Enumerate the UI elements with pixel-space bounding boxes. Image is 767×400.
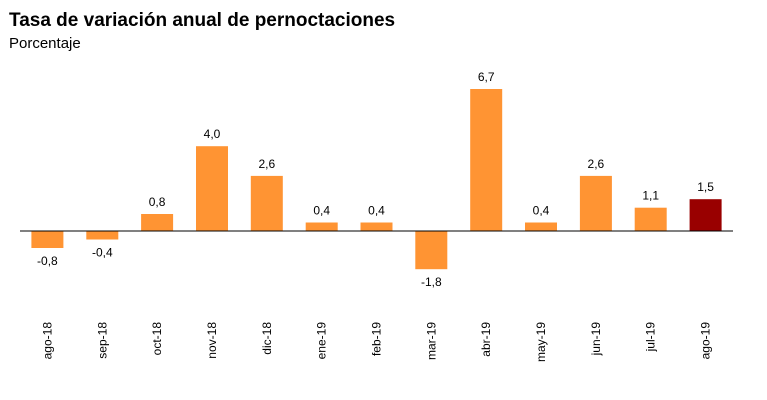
bar-nov-18 [196,146,228,231]
data-label: 6,7 [478,70,495,84]
bar-ene-19 [305,222,338,231]
bar-mar-19 [415,231,448,270]
x-tick-label: ago-18 [40,322,54,360]
bar-dic-18 [250,175,283,231]
x-tick-label: jul-19 [644,322,658,353]
data-label: 0,8 [149,195,166,209]
x-tick-label: may-19 [534,322,548,362]
chart-title: Tasa de variación anual de pernoctacione… [9,10,396,31]
data-label: 0,4 [533,204,550,218]
x-tick-label: dic-18 [260,322,274,355]
x-tick-label: mar-19 [424,322,438,360]
data-label: -1,8 [421,275,442,289]
bar-sep-18 [86,231,119,240]
data-label: 0,4 [368,204,385,218]
data-label: 1,1 [642,189,659,203]
bar-may-19 [525,222,557,231]
data-label: 4,0 [204,127,221,141]
bar-oct-18 [141,214,174,231]
bar-ago-18 [31,231,64,248]
bar-ago-19 [689,199,722,231]
x-tick-label: nov-18 [205,322,219,359]
bar-feb-19 [360,222,393,231]
x-tick-label: oct-18 [150,322,164,356]
x-tick-label: feb-19 [370,322,384,356]
x-tick-label: ene-19 [315,322,329,360]
bar-jun-19 [579,175,612,231]
bar-jul-19 [634,207,667,231]
data-label: -0,4 [92,246,113,260]
data-label: -0,8 [37,254,58,268]
x-tick-label: ago-19 [699,322,713,360]
data-label: 1,5 [697,180,714,194]
x-tick-label: jun-19 [589,322,603,357]
data-label: 0,4 [313,204,330,218]
x-tick-label: sep-18 [95,322,109,359]
chart-subtitle: Porcentaje [9,35,81,52]
data-label: 2,6 [258,157,275,171]
bar-abr-19 [470,89,503,231]
data-label: 2,6 [588,157,605,171]
x-tick-label: abr-19 [479,322,493,357]
